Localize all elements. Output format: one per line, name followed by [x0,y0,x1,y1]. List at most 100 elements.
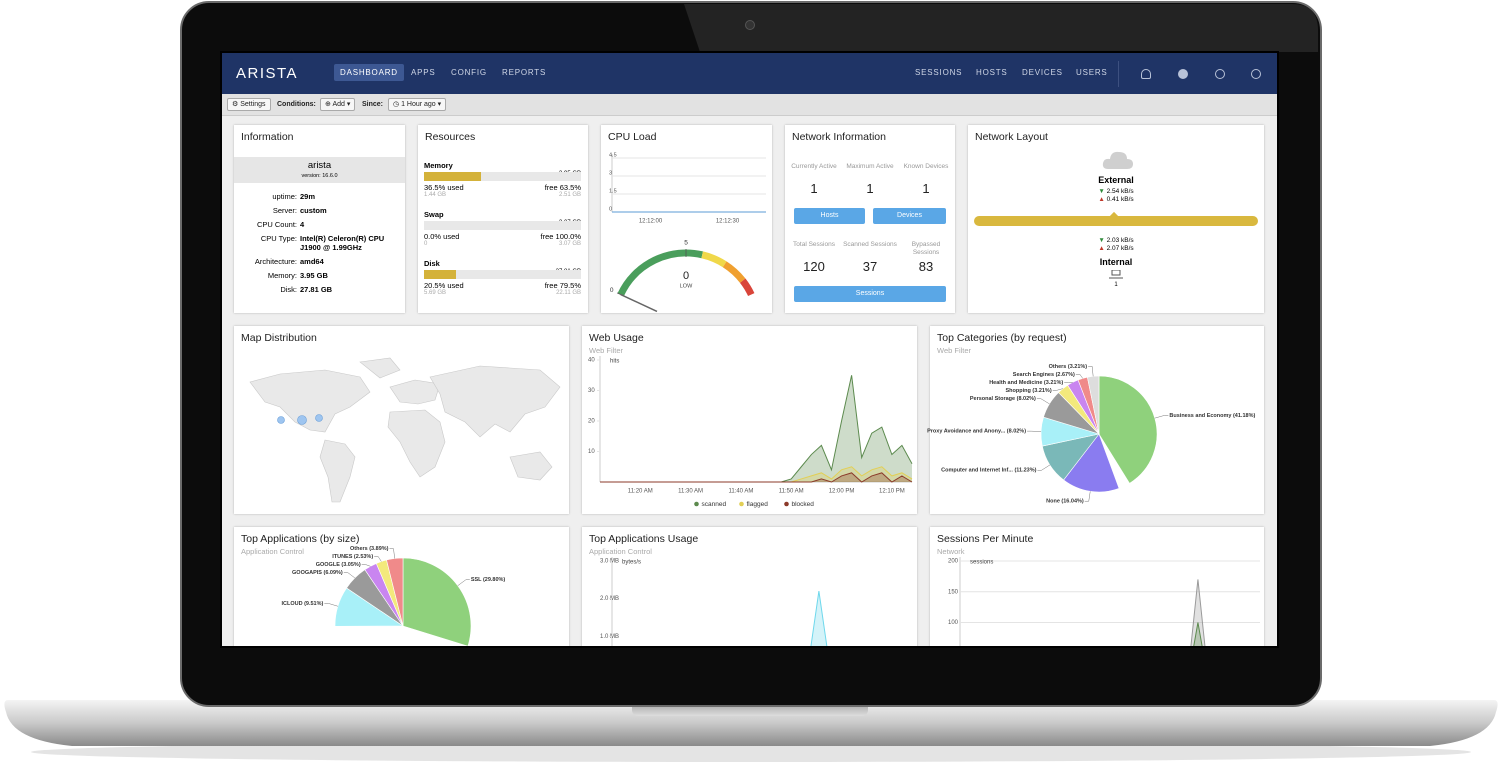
world-map [249,357,561,503]
widget-title: Map Distribution [241,332,317,344]
stat-value: 1 [810,181,818,196]
web-usage-widget: Web Usage Web Filter [582,326,917,514]
support-icon[interactable] [1215,69,1225,79]
info-row: uptime: 29m [234,192,405,201]
nav-link[interactable]: USERS [1076,68,1108,77]
stat-label: Known Devices [903,163,949,170]
nav-link[interactable]: SESSIONS [915,68,963,77]
top-categories-widget: Top Categories (by request) Web Filter [930,326,1264,514]
info-label: uptime: [272,192,297,201]
conditions-label: Conditions: [277,101,316,108]
info-value: 27.81 GB [300,285,333,294]
widget-title: Web Usage [589,332,644,344]
tips-icon[interactable] [1141,69,1151,79]
sessions-per-minute-widget: Sessions Per Minute Network [930,527,1264,646]
devices-button[interactable]: Devices [873,208,946,224]
widget-title: Network Information [792,131,886,143]
info-value: 3.95 GB [300,271,328,280]
info-row: Disk: 27.81 GB [234,285,405,294]
usage-track [424,221,581,230]
nav-tab[interactable]: REPORTS [502,68,547,77]
shadow [31,742,1471,762]
stat-label: Currently Active [791,163,837,170]
widget-title: Top Applications Usage [589,533,699,545]
account-icon[interactable] [1251,69,1261,79]
size-line: 5.69 GB 22.11 GB [424,290,581,296]
network-information-widget: Network Information Hosts Devices Sessio… [785,125,955,313]
host-name: arista [307,160,332,171]
nav-tab[interactable]: APPS [411,68,436,77]
add-button[interactable]: ⊕ Add ▾ [320,98,356,111]
since-label: Since: [362,101,384,108]
info-label: Disk: [280,285,297,294]
stat-value: 37 [862,259,878,274]
nav-link[interactable]: DEVICES [1022,68,1063,77]
used-label: 36.5% used [424,183,464,192]
screen: ARISTA DASHBOARD APPS CONFIG REPORTS SES… [222,53,1277,646]
hosts-button[interactable]: Hosts [794,208,865,224]
bezel-glare [684,4,1318,52]
widget-title: Resources [425,131,476,143]
cpu-widget: CPU Load [601,125,772,313]
nav-tab[interactable]: DASHBOARD [334,64,404,81]
stat-label: Scanned Sessions [843,241,897,248]
widget-title: Top Categories (by request) [937,332,1067,344]
separator [1118,61,1119,87]
widget-subtitle: Application Control [589,547,652,556]
help-icon[interactable] [1178,69,1188,79]
stat: Scanned Sessions 37 [842,241,898,274]
widget-subtitle: Web Filter [937,346,972,355]
info-label: CPU Count: [256,220,297,229]
info-label: Memory: [267,271,297,280]
stat-label: Bypassed Sessions [911,241,941,256]
info-row: Architecture: amd64 [234,257,405,266]
map-widget: Map Distribution + - [234,326,569,514]
free-size: 22.11 GB [556,290,581,296]
sessions-button[interactable]: Sessions [794,286,946,302]
info-label: Server: [272,206,297,215]
usage-track [424,172,581,181]
resource-name: Memory [424,161,453,170]
external-label: External [1098,175,1134,185]
free-label: free 63.5% [544,183,581,192]
info-row: CPU Count: 4 [234,220,405,229]
stat: Bypassed Sessions 83 [898,241,954,274]
widget-title: Network Layout [975,131,1048,143]
info-value: amd64 [300,257,324,266]
device-icon [1109,270,1123,279]
host-version: version: 16.6.0 [301,173,338,179]
since-button[interactable]: ◷ 1 Hour ago ▾ [388,98,447,111]
info-label: Architecture: [254,257,297,266]
widget-subtitle: Application Control [241,547,304,556]
external-rate-down: ▼ 2.54 kB/s [1098,188,1134,195]
usage-line: 0.0% used free 100.0% [424,232,581,241]
info-rows: uptime: 29m Server: custom CPU Count: 4 CPU Ty… [234,192,405,299]
size-line: 0 3.07 GB [424,241,581,247]
widget-title: CPU Load [608,131,657,143]
usage-bar [424,270,457,279]
nav-tab[interactable]: CONFIG [451,68,487,77]
resource-name: Swap [424,210,444,219]
rate: 2.07 kB/s [1106,245,1134,252]
stat-label: Total Sessions [793,241,835,248]
add-label: Add [332,101,345,108]
internal-rate-down: ▼ 2.03 kB/s [1098,237,1134,244]
host-header: arista version: 16.6.0 [234,157,405,183]
top-applications-widget: Top Applications (by size) Application C… [234,527,569,646]
info-row: CPU Type: Intel(R) Celeron(R) CPU J1900 @… [234,234,405,252]
nav-link[interactable]: HOSTS [976,68,1008,77]
rate: 2.54 kB/s [1106,188,1134,195]
information-widget: Information arista version: 16.6.0 uptim… [234,125,405,313]
internal-label: Internal [1099,257,1133,267]
rate: 2.03 kB/s [1106,237,1134,244]
stat: Known Devices 1 [898,163,954,196]
used-size: 0 [424,241,428,247]
stat: Maximum Active 1 [842,163,898,196]
info-row: Server: custom [234,206,405,215]
settings-button[interactable]: ⚙ Settings [227,98,271,111]
navbar: ARISTA DASHBOARD APPS CONFIG REPORTS SES… [222,53,1277,94]
free-size: 3.07 GB [558,241,581,247]
stat: Total Sessions 120 [786,241,842,274]
network-layout-widget: Network Layout External ▼ 2.54 kB/s ▲ 0.… [968,125,1264,313]
